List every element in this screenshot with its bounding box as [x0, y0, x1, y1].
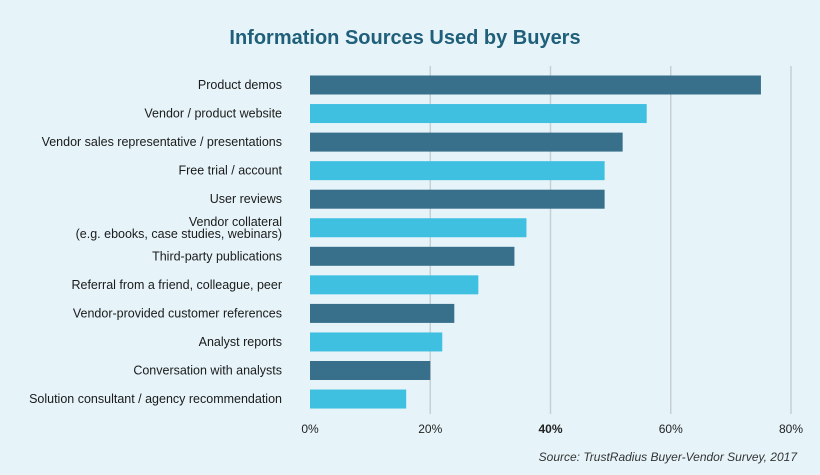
bar — [310, 332, 443, 352]
x-tick-label: 20% — [418, 422, 442, 436]
category-label: Analyst reports — [199, 335, 282, 349]
category-label: Referral from a friend, colleague, peer — [71, 278, 282, 292]
category-label: Third-party publications — [152, 249, 282, 263]
bar — [310, 189, 605, 209]
bar — [310, 132, 623, 152]
x-tick-label: 0% — [301, 422, 319, 436]
bar — [310, 218, 527, 238]
bar — [310, 104, 647, 124]
x-axis-ticks: 0% 20% 40% 60% 80% — [301, 422, 803, 436]
bar — [310, 161, 605, 181]
x-tick-label: 80% — [779, 422, 803, 436]
category-label: User reviews — [210, 192, 282, 206]
grid-layer — [429, 66, 792, 414]
chart-title: Information Sources Used by Buyers — [229, 27, 580, 49]
bar-layer — [310, 75, 761, 409]
bar — [310, 275, 479, 295]
category-label: Conversation with analysts — [133, 364, 282, 378]
bar — [310, 246, 515, 266]
bar — [310, 75, 761, 95]
category-label: Vendor / product website — [144, 107, 282, 121]
category-labels: Product demos Vendor / product website Ven… — [29, 78, 282, 406]
x-tick-label: 40% — [538, 422, 562, 436]
bar — [310, 389, 407, 409]
x-tick-label: 60% — [659, 422, 683, 436]
bar — [310, 361, 431, 380]
category-label: Vendor-provided customer references — [73, 306, 282, 320]
category-label: Product demos — [198, 78, 282, 92]
source-note: Source: TrustRadius Buyer-Vendor Survey,… — [539, 450, 799, 464]
category-label: Vendor sales representative / presentati… — [42, 135, 282, 149]
category-label: Free trial / account — [178, 164, 282, 178]
category-label: Solution consultant / agency recommendat… — [29, 392, 282, 406]
bar — [310, 303, 455, 323]
category-label: Vendor collateral (e.g. ebooks, case stud… — [76, 215, 282, 241]
